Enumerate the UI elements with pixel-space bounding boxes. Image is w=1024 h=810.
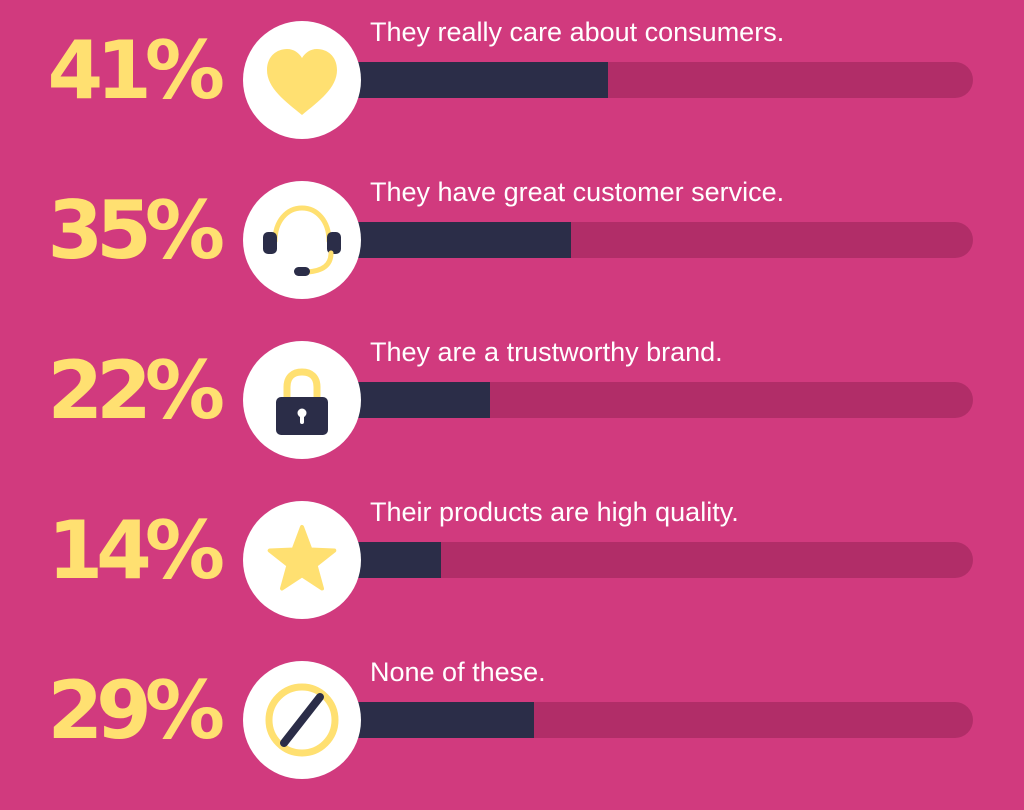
bar-row: 14% Their products are high quality. — [0, 456, 1024, 619]
category-label: Their products are high quality. — [370, 497, 739, 527]
percent-value: 14% — [47, 504, 225, 597]
bar-track — [298, 62, 973, 98]
percent-value: 29% — [47, 664, 225, 757]
heart-icon — [243, 21, 361, 139]
bar-track — [298, 702, 973, 738]
headset-icon — [243, 181, 361, 299]
category-label: They have great customer service. — [370, 177, 785, 207]
bar-row: 22% They are a trustworthy brand. — [0, 296, 1024, 459]
bar-row: 41% They really care about consumers. — [0, 0, 1024, 139]
percent-value: 35% — [47, 184, 225, 277]
bar-track — [298, 542, 973, 578]
category-label: None of these. — [370, 657, 546, 687]
bar-track — [298, 382, 973, 418]
none-icon — [243, 661, 361, 779]
percent-value: 22% — [47, 344, 225, 437]
lock-icon — [243, 341, 361, 459]
bar-row: 35% They have great customer service. — [0, 136, 1024, 299]
bar-track — [298, 222, 973, 258]
percent-value: 41% — [47, 24, 225, 117]
category-label: They are a trustworthy brand. — [370, 337, 723, 367]
star-icon — [243, 501, 361, 619]
category-label: They really care about consumers. — [370, 17, 785, 47]
bar-row: 29% None of these. — [0, 616, 1024, 779]
